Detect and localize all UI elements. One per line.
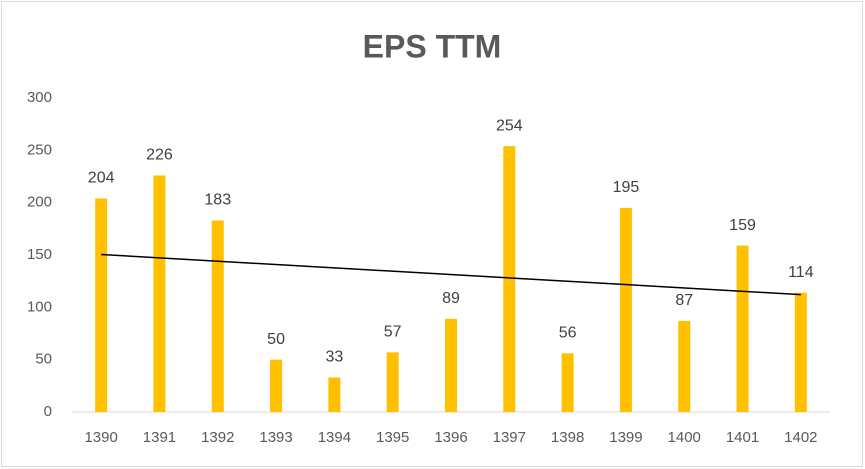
x-tick-label: 1392 — [201, 429, 234, 446]
data-label: 89 — [442, 290, 460, 307]
data-label: 33 — [325, 349, 343, 366]
x-tick-label: 1394 — [318, 429, 351, 446]
data-label: 50 — [267, 331, 285, 348]
bar — [95, 198, 108, 412]
bar — [736, 245, 749, 412]
x-tick-label: 1402 — [784, 429, 817, 446]
y-tick-label: 300 — [27, 89, 52, 106]
y-tick-label: 250 — [27, 141, 52, 158]
y-tick-label: 50 — [35, 351, 52, 368]
y-tick-label: 200 — [27, 194, 52, 211]
data-label: 204 — [88, 170, 115, 187]
data-label: 226 — [146, 147, 173, 164]
x-tick-label: 1399 — [609, 429, 642, 446]
bar — [211, 220, 224, 412]
x-tick-label: 1398 — [551, 429, 584, 446]
chart-title: EPS TTM — [363, 28, 502, 64]
bar — [794, 292, 807, 412]
bar — [678, 320, 691, 412]
x-tick-label: 1396 — [434, 429, 467, 446]
data-label: 57 — [384, 324, 402, 341]
data-label: 56 — [559, 325, 577, 342]
bar — [445, 318, 457, 412]
y-tick-label: 100 — [27, 298, 52, 315]
bar — [503, 146, 516, 412]
data-label: 114 — [788, 264, 814, 281]
data-label: 87 — [675, 292, 693, 309]
trend-line — [101, 253, 801, 296]
x-tick-label: 1393 — [259, 429, 292, 446]
bar — [328, 377, 341, 412]
x-tick-label: 1395 — [376, 429, 409, 446]
x-tick-label: 1390 — [84, 429, 117, 446]
x-tick-label: 1397 — [493, 429, 526, 446]
x-tick-label: 1401 — [726, 429, 759, 446]
x-tick-label: 1400 — [668, 429, 701, 446]
data-label: 183 — [204, 192, 231, 209]
bar — [386, 352, 399, 412]
y-tick-label: 0 — [44, 403, 52, 420]
y-tick-label: 150 — [27, 246, 52, 263]
data-label: 195 — [613, 179, 640, 196]
data-label: 159 — [729, 217, 756, 234]
bar — [561, 353, 574, 412]
bar — [619, 207, 632, 412]
bar — [153, 175, 166, 412]
x-tick-label: 1391 — [143, 429, 176, 446]
bar — [270, 359, 283, 412]
data-label: 254 — [496, 117, 523, 134]
